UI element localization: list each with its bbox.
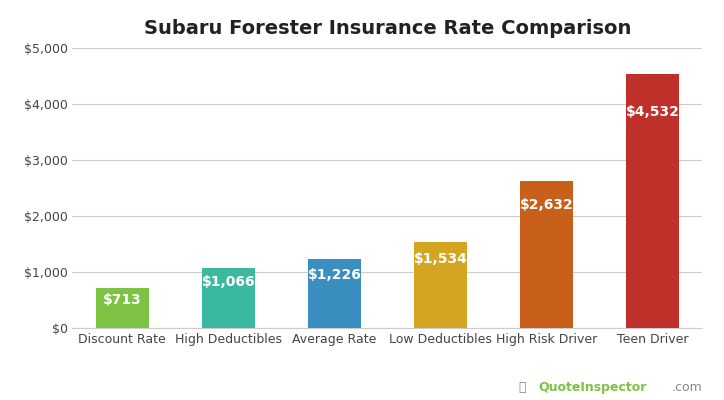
Text: $2,632: $2,632 bbox=[520, 198, 573, 212]
Bar bbox=[626, 74, 679, 328]
Text: QuoteInspector: QuoteInspector bbox=[538, 381, 647, 394]
Text: $1,066: $1,066 bbox=[201, 276, 255, 290]
Text: $713: $713 bbox=[103, 293, 142, 307]
Bar bbox=[414, 242, 467, 328]
Bar bbox=[520, 181, 573, 328]
Title: Subaru Forester Insurance Rate Comparison: Subaru Forester Insurance Rate Compariso… bbox=[143, 19, 631, 38]
Text: $1,534: $1,534 bbox=[413, 252, 467, 266]
Bar bbox=[308, 259, 361, 328]
Text: $4,532: $4,532 bbox=[626, 105, 679, 119]
Bar bbox=[96, 288, 148, 328]
Bar bbox=[202, 268, 255, 328]
Text: Ⓢ: Ⓢ bbox=[518, 381, 526, 394]
Text: .com: .com bbox=[672, 381, 702, 394]
Text: $1,226: $1,226 bbox=[308, 268, 361, 282]
